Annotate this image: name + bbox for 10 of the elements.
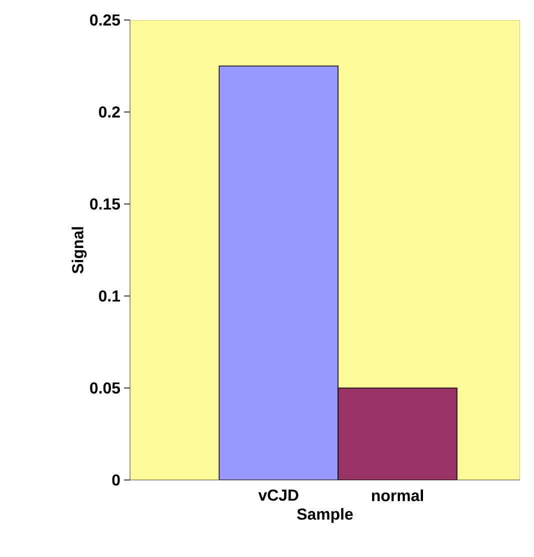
x-tick-label: vCJD xyxy=(258,490,298,501)
y-axis-title: Signal xyxy=(72,227,87,274)
y-tick-label: 0.1 xyxy=(98,290,120,302)
y-tick-label: 0.25 xyxy=(90,14,120,26)
y-tick-label: 0.15 xyxy=(90,198,120,210)
x-tick-label: normal xyxy=(372,490,423,502)
y-tick-label: 0.05 xyxy=(90,382,120,394)
y-tick-label: 0.2 xyxy=(98,106,120,118)
y-tick-label: 0 xyxy=(112,474,120,486)
x-axis-title: Sample xyxy=(297,508,353,523)
